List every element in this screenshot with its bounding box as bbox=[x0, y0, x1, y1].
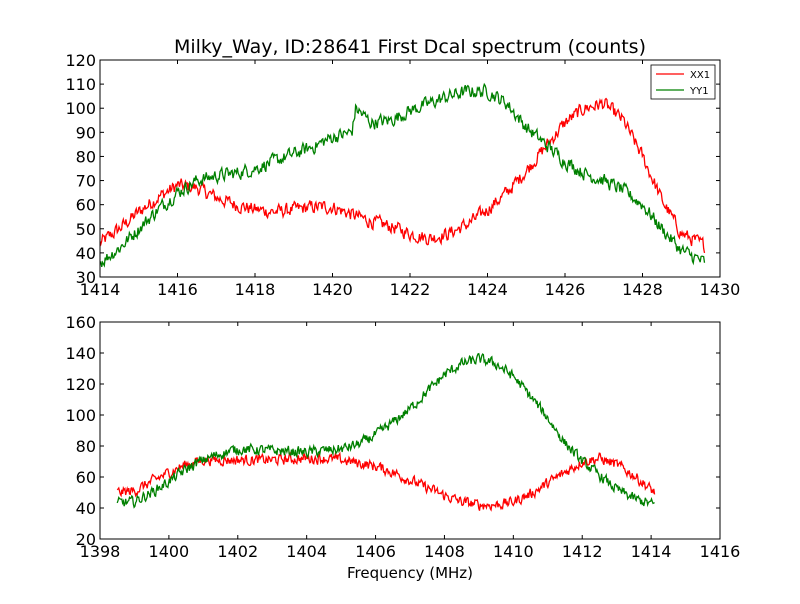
panel-1: 1414 1416 1418 1420 1422 1424 1426 1428 1430 30 40… bbox=[65, 51, 740, 299]
legend-label-xx1: XX1 bbox=[690, 70, 710, 81]
y-tick-label: 140 bbox=[65, 344, 96, 363]
chart-title: Milky_Way, ID:28641 First Dcal spectrum … bbox=[174, 36, 646, 58]
y-tick-label: 30 bbox=[76, 268, 96, 287]
y-tick-label: 80 bbox=[76, 437, 96, 456]
x-tick-label: 1408 bbox=[424, 542, 465, 561]
y-tick-label: 40 bbox=[76, 499, 96, 518]
y-tick-label: 40 bbox=[76, 244, 96, 263]
x-tick-label: 1418 bbox=[235, 280, 276, 299]
plot-frame bbox=[99, 321, 721, 540]
series-line-green bbox=[116, 352, 655, 509]
x-tick-label: 1430 bbox=[700, 280, 741, 299]
legend-box bbox=[650, 64, 716, 100]
x-tick-label: 1426 bbox=[545, 280, 586, 299]
x-tick-label: 1416 bbox=[157, 280, 198, 299]
x-tick-label: 1424 bbox=[467, 280, 508, 299]
y-tick-label: 120 bbox=[65, 375, 96, 394]
x-tick-label: 1414 bbox=[631, 542, 672, 561]
x-tick-label: 1420 bbox=[312, 280, 353, 299]
x-tick-label: 1422 bbox=[390, 280, 431, 299]
y-tick-label: 100 bbox=[65, 406, 96, 425]
x-tick-label: 1398 bbox=[80, 542, 121, 561]
x-tick-label: 1428 bbox=[622, 280, 663, 299]
y-tick-label: 90 bbox=[76, 123, 96, 142]
y-tick-label: 110 bbox=[65, 75, 96, 94]
y-tick-label: 70 bbox=[76, 172, 96, 191]
y-tick-label: 60 bbox=[76, 468, 96, 487]
x-tick-label: 1414 bbox=[80, 280, 121, 299]
series-line-xx1 bbox=[100, 97, 706, 254]
x-tick-label: 1412 bbox=[562, 542, 603, 561]
x-tick-label: 1404 bbox=[286, 542, 327, 561]
y-tick-label: 50 bbox=[76, 220, 96, 239]
y-tick-label: 20 bbox=[76, 530, 96, 549]
series-line-yy1 bbox=[100, 82, 706, 268]
y-tick-label: 60 bbox=[76, 196, 96, 215]
y-tick-label: 120 bbox=[65, 51, 96, 70]
x-tick-label: 1400 bbox=[149, 542, 190, 561]
y-tick-label: 80 bbox=[76, 147, 96, 166]
panel-2: 1398 1400 1402 1404 1406 1408 1410 1412 1414 1416… bbox=[65, 313, 740, 561]
x-tick-label: 1406 bbox=[355, 542, 396, 561]
x-tick-label: 1402 bbox=[217, 542, 258, 561]
legend-label-yy1: YY1 bbox=[689, 86, 709, 97]
x-tick-label: 1410 bbox=[493, 542, 534, 561]
y-tick-label: 160 bbox=[65, 313, 96, 332]
x-axis-label-bottom: Frequency (MHz) bbox=[347, 564, 473, 582]
x-tick-label: 1416 bbox=[700, 542, 741, 561]
y-tick-label: 100 bbox=[65, 99, 96, 118]
